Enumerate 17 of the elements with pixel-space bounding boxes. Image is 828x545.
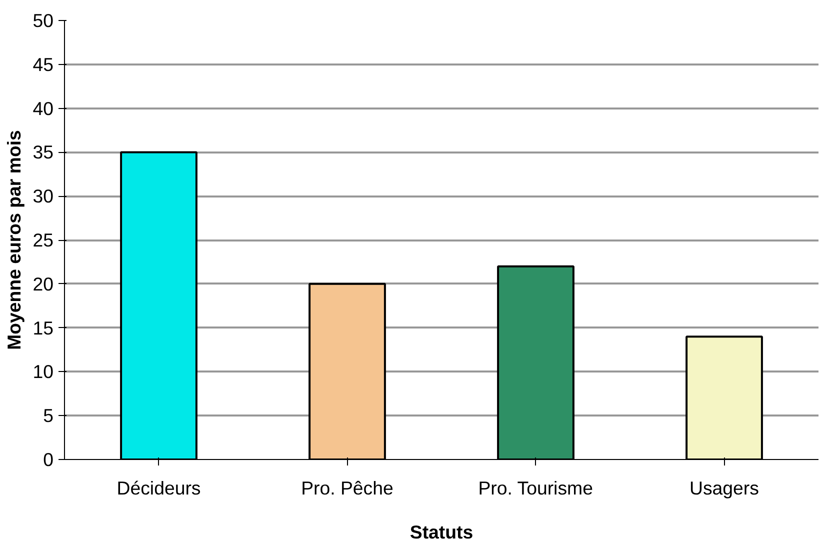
y-tick-label: 35 (32, 142, 54, 163)
y-tick-label: 50 (32, 10, 54, 31)
y-axis-title: Moyenne euros par mois (4, 130, 25, 350)
y-tick-label: 15 (32, 317, 54, 338)
y-tick-label: 5 (43, 405, 54, 426)
y-tick-label: 25 (32, 230, 54, 250)
x-tick-label: Usagers (690, 478, 759, 498)
y-tick-label: 45 (32, 54, 54, 75)
y-tick-label: 10 (32, 361, 54, 382)
y-tick-label: 0 (43, 449, 54, 470)
x-tick-label: Pro. Pêche (301, 478, 394, 498)
y-tick-label: 20 (32, 273, 54, 294)
y-tick-label: 40 (32, 98, 54, 119)
y-tick-label: 30 (32, 186, 54, 207)
x-tick-label: Pro. Tourisme (478, 478, 593, 498)
x-tick-label: Décideurs (116, 478, 201, 498)
x-axis-title: Statuts (410, 522, 474, 542)
